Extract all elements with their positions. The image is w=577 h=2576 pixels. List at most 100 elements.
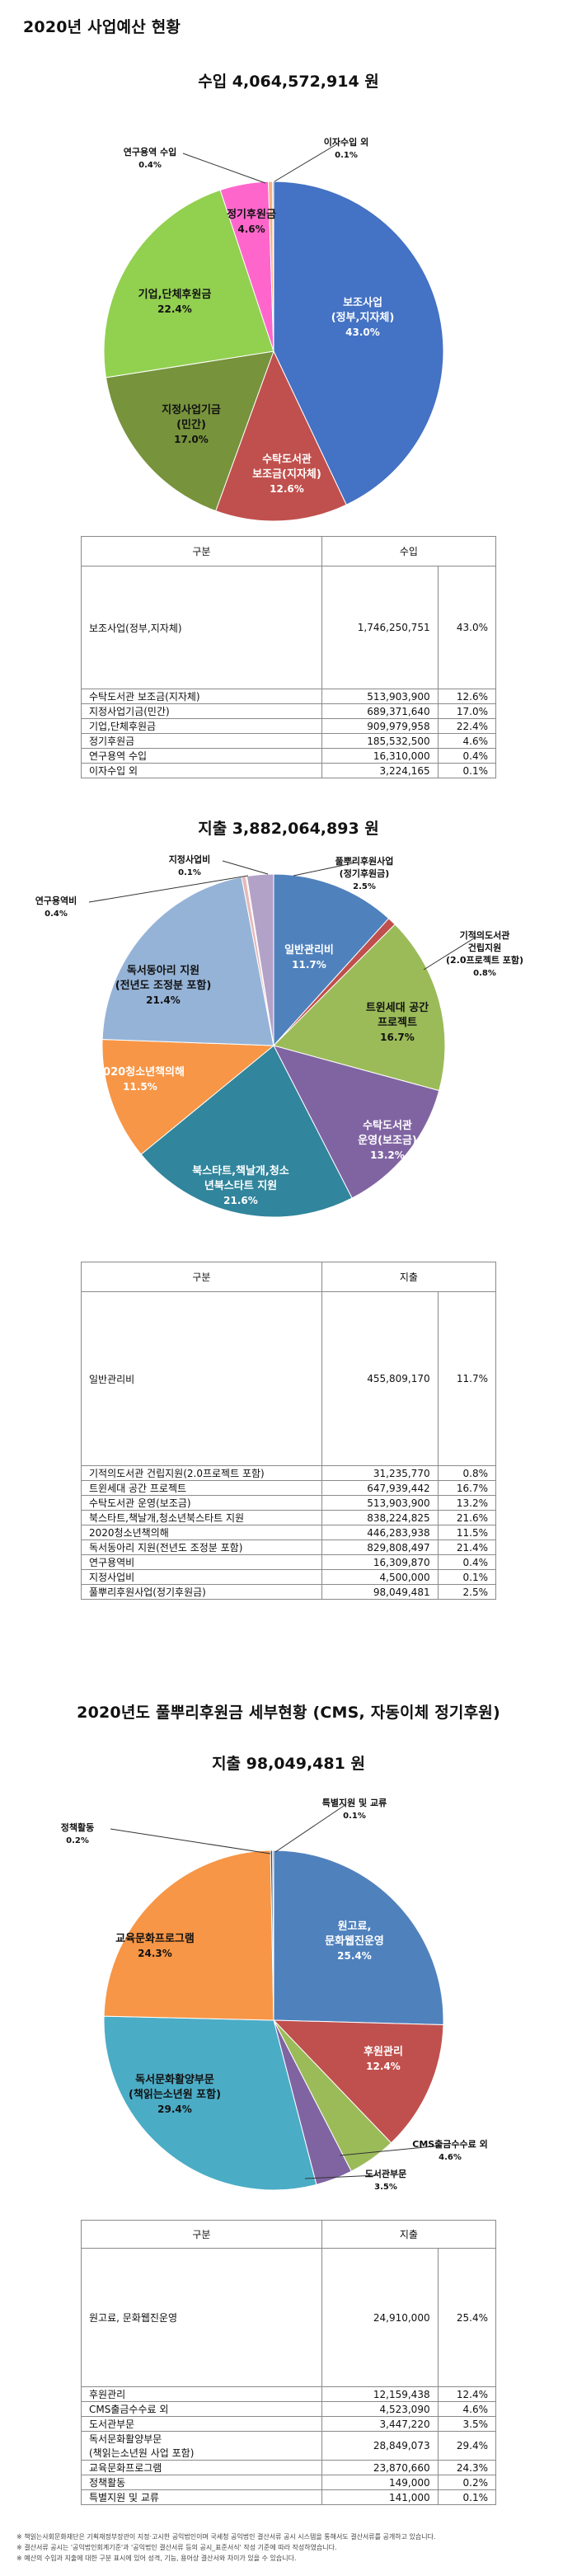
expense-table-cell-category: 트윈세대 공간 프로젝트 — [81, 1480, 322, 1496]
grassroots-table-cell-amount: 28,849,073 — [321, 2431, 439, 2461]
grassroots-table-header-category: 구분 — [81, 2220, 322, 2249]
grassroots-slice — [273, 1850, 444, 2026]
expense-slice — [140, 1045, 353, 1218]
expense-table-cell-percent: 13.2% — [437, 1495, 497, 1511]
expense-table-header-category: 구분 — [81, 1262, 322, 1292]
income-table-cell-percent: 43.0% — [437, 566, 497, 689]
expense-table-row: 트윈세대 공간 프로젝트 647,939,442 16.7% — [81, 1480, 497, 1496]
expense-table-cell-category: 일반관리비 — [81, 1291, 322, 1466]
income-table-cell-category: 정기후원금 — [81, 733, 322, 749]
grassroots-expense-title: 지출 98,049,481 원 — [212, 1755, 365, 1773]
income-slice — [103, 189, 274, 378]
income-table-row: 지정사업기금(민간) 689,371,640 17.0% — [81, 703, 497, 719]
income-table-cell-percent: 0.4% — [437, 748, 497, 764]
grassroots-table-cell-amount: 3,447,220 — [321, 2416, 439, 2432]
footnotes: ※ 책읽는사회문화재단은 기획재정부장관이 지정·고시한 공익법인이며 국세청 … — [16, 2531, 561, 2564]
grassroots-table-cell-percent: 25.4% — [437, 2248, 497, 2387]
grassroots-table-cell-category: 특별지원 및 교류 — [81, 2489, 322, 2505]
income-table-cell-category: 이자수입 외 — [81, 763, 322, 778]
income-slice-label: 지정사업기금 (민간) 17.0% — [162, 403, 221, 445]
income-table-cell-category: 보조사업(정부,지자체) — [81, 566, 322, 689]
grassroots-slice — [103, 1850, 274, 2021]
grassroots-table-cell-percent: 4.6% — [437, 2401, 497, 2417]
expense-table-cell-percent: 11.5% — [437, 1525, 497, 1540]
grassroots-table-header-amount: 지출 — [321, 2220, 497, 2249]
expense-table-cell-amount: 647,939,442 — [321, 1480, 439, 1496]
expense-table-header-amount: 지출 — [321, 1262, 497, 1292]
income-table-cell-category: 연구용역 수입 — [81, 748, 322, 764]
expense-table-cell-percent: 11.7% — [437, 1291, 497, 1466]
expense-table: 구분 지출 일반관리비 455,809,170 11.7% 기적의도서관 건립지원(2… — [81, 1262, 497, 1600]
grassroots-table-cell-percent: 12.4% — [437, 2386, 497, 2402]
grassroots-leader-line — [274, 1803, 347, 1853]
grassroots-table-cell-amount: 141,000 — [321, 2489, 439, 2505]
grassroots-table-row: 독서문화활양부문 (책읽는소년원 사업 포함) 28,849,073 29.4% — [81, 2431, 497, 2461]
income-slice-label: 정기후원금 4.6% — [227, 208, 276, 235]
grassroots-slice — [272, 1850, 274, 2021]
grassroots-slice — [272, 2019, 444, 2144]
income-table-header-category: 구분 — [81, 536, 322, 566]
grassroots-slice-label: 교육문화프로그램 24.3% — [115, 1932, 195, 1959]
expense-table-row: 2020청소년책의해 446,283,938 11.5% — [81, 1525, 497, 1540]
income-table-cell-percent: 12.6% — [437, 689, 497, 704]
income-table-cell-amount: 1,746,250,751 — [321, 566, 439, 689]
grassroots-table-cell-category: 도서관부문 — [81, 2416, 322, 2432]
expense-table-cell-amount: 838,224,825 — [321, 1510, 439, 1525]
grassroots-table-cell-percent: 24.3% — [437, 2460, 497, 2475]
grassroots-table-cell-percent: 3.5% — [437, 2416, 497, 2432]
grassroots-table-cell-amount: 24,910,000 — [321, 2248, 439, 2387]
expense-table-cell-category: 북스타트,책날개,청소년북스타트 지원 — [81, 1510, 322, 1525]
grassroots-table-cell-amount: 4,523,090 — [321, 2401, 439, 2417]
income-table-cell-percent: 0.1% — [437, 763, 497, 778]
expense-leader-line — [423, 936, 477, 971]
income-table-cell-amount: 16,310,000 — [321, 748, 439, 764]
income-table-cell-percent: 22.4% — [437, 718, 497, 734]
income-table-cell-category: 지정사업기금(민간) — [81, 703, 322, 719]
expense-slice-label: 2020청소년책의해 11.5% — [96, 1065, 185, 1093]
income-slice — [215, 350, 347, 522]
income-table-header-amount: 수입 — [321, 536, 497, 566]
section-title-grassroots: 2020년도 풀뿌리후원금 세부현황 (CMS, 자동이체 정기후원) — [77, 1704, 500, 1722]
income-table-cell-amount: 909,979,958 — [321, 718, 439, 734]
grassroots-table-row: 원고료, 문화웹진운영 24,910,000 25.4% — [81, 2248, 497, 2387]
grassroots-table-cell-category: 독서문화활양부문 (책읽는소년원 사업 포함) — [81, 2431, 322, 2461]
expense-table-cell-percent: 0.8% — [437, 1465, 497, 1481]
expense-table-cell-category: 지정사업비 — [81, 1569, 322, 1585]
expense-slice — [273, 873, 390, 1047]
grassroots-table-cell-category: 원고료, 문화웹진운영 — [81, 2248, 322, 2387]
expense-slice-label: 풀뿌리후원사업 (정기후원금) 2.5% — [335, 855, 394, 891]
grassroots-slice-label: 도서관부문 3.5% — [365, 2168, 407, 2192]
expense-table-cell-category: 연구용역비 — [81, 1554, 322, 1570]
grassroots-pie-chart: 원고료, 문화웹진운영 25.4% 후원관리 12.4% CMS출금수수료 외 4.6%도서… — [61, 1797, 488, 2192]
income-slice-label: 기업,단체후원금 22.4% — [138, 288, 212, 315]
grassroots-table-cell-category: CMS출금수수료 외 — [81, 2401, 322, 2417]
expense-slice — [273, 924, 446, 1092]
expense-slice — [101, 877, 274, 1046]
income-table-row: 정기후원금 185,532,500 4.6% — [81, 733, 497, 749]
expense-table-row: 기적의도서관 건립지원(2.0프로젝트 포함) 31,235,770 0.8% — [81, 1465, 497, 1481]
income-table-row: 연구용역 수입 16,310,000 0.4% — [81, 748, 497, 764]
expense-table-row: 수탁도서관 운영(보조금) 513,903,900 13.2% — [81, 1495, 497, 1511]
income-table-cell-amount: 689,371,640 — [321, 703, 439, 719]
income-table-row: 수탁도서관 보조금(지자체) 513,903,900 12.6% — [81, 689, 497, 704]
income-table-cell-category: 수탁도서관 보조금(지자체) — [81, 689, 322, 704]
grassroots-slice — [103, 2015, 317, 2191]
expense-slice-label: 북스타트,책날개,청소 년북스타트 지원 21.6% — [192, 1164, 289, 1206]
grassroots-table-cell-amount: 23,870,660 — [321, 2460, 439, 2475]
income-table-row: 기업,단체후원금 909,979,958 22.4% — [81, 718, 497, 734]
grassroots-slice-label: CMS출금수수료 외 4.6% — [412, 2138, 488, 2162]
expense-total-title: 지출 3,882,064,893 원 — [198, 820, 379, 838]
grassroots-table-row: CMS출금수수료 외 4,523,090 4.6% — [81, 2401, 497, 2417]
expense-slice-label: 독서동아리 지원 (전년도 조정분 포함) 21.4% — [115, 964, 212, 1006]
expense-table-row: 지정사업비 4,500,000 0.1% — [81, 1569, 497, 1585]
expense-table-cell-category: 기적의도서관 건립지원(2.0프로젝트 포함) — [81, 1465, 322, 1481]
expense-leader-line — [88, 875, 249, 903]
expense-leader-line — [222, 860, 269, 875]
footnote-line: ※ 결산서류 공시는 '공익법인회계기준'과 '공익법인 결산서류 등의 공시_… — [16, 2544, 337, 2551]
expense-table-cell-amount: 446,283,938 — [321, 1525, 439, 1540]
grassroots-table-row: 특별지원 및 교류 141,000 0.1% — [81, 2489, 497, 2505]
expense-table-cell-percent: 2.5% — [437, 1584, 497, 1600]
expense-table-cell-amount: 31,235,770 — [321, 1465, 439, 1481]
expense-slice-label: 트윈세대 공간 프로젝트 16.7% — [366, 1001, 429, 1043]
grassroots-slice-label: 후원관리 12.4% — [364, 2045, 403, 2072]
